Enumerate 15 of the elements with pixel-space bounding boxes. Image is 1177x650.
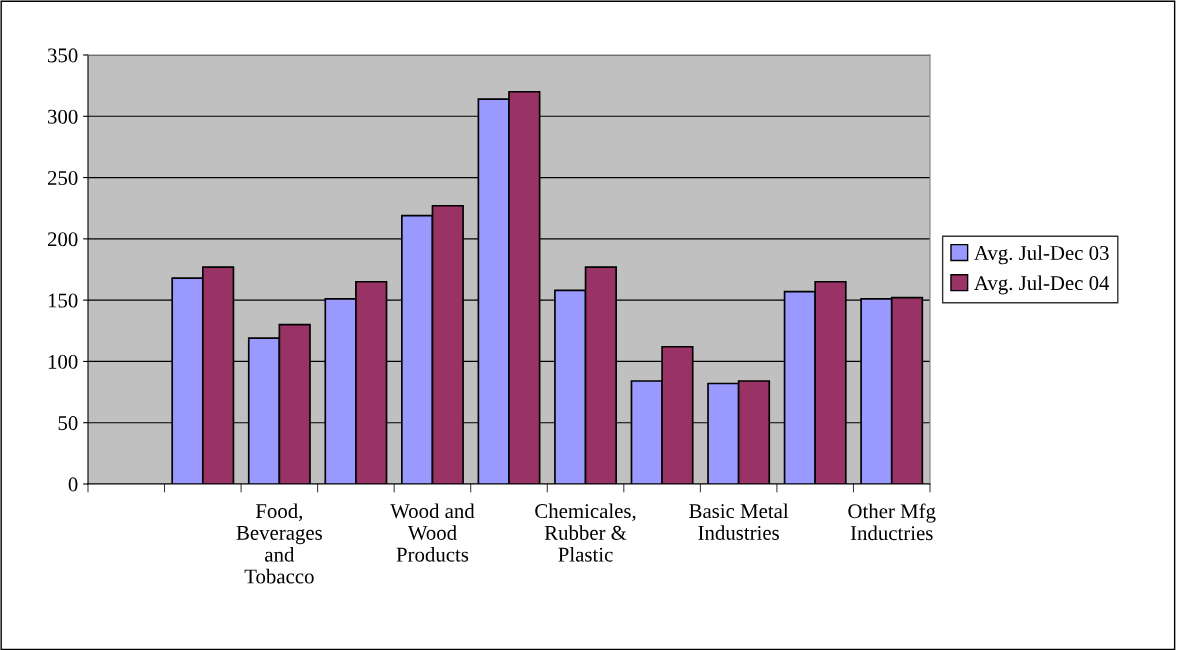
y-tick-label: 350 (48, 48, 78, 63)
y-tick-label: 150 (48, 293, 78, 308)
x-tick-label: Basic Metal Industries (689, 503, 789, 540)
y-tick-label: 100 (48, 354, 78, 369)
y-tick-label: 0 (68, 477, 78, 492)
y-tick-label: 200 (47, 232, 78, 247)
legend-label: Avg. Jul-Dec 03 (974, 245, 1109, 265)
y-tick-label: 50 (58, 416, 78, 431)
x-tick-label: Other Mfg Inductries (848, 503, 936, 541)
x-tick-label: Chemicales, Rubber & Plastic (535, 503, 636, 562)
legend-label: Avg. Jul-Dec 04 (974, 275, 1110, 295)
x-tick-label: Wood and Wood Products (390, 503, 475, 562)
y-tick-label: 300 (48, 109, 78, 124)
x-tick-label: Food, Beverages and Tobacco (236, 503, 322, 584)
y-tick-label: 250 (47, 170, 78, 185)
